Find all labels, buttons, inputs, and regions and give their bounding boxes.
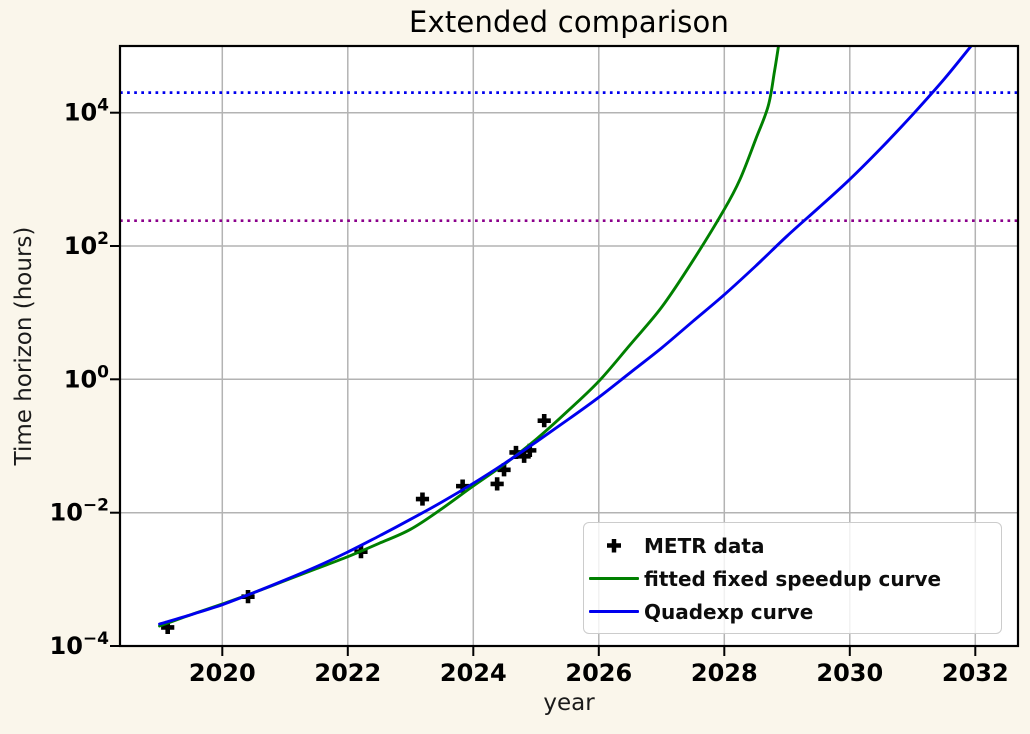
metr-data-markers <box>161 414 551 635</box>
svg-text:2030: 2030 <box>816 659 883 687</box>
svg-text:2028: 2028 <box>691 659 758 687</box>
axes-spines <box>118 44 1020 648</box>
y-axis-label: Time horizon (hours) <box>11 226 37 466</box>
svg-text:2032: 2032 <box>942 659 1009 687</box>
svg-text:2024: 2024 <box>440 659 507 687</box>
grid <box>120 46 1018 647</box>
legend-item-metr-data: METR data <box>584 529 1001 562</box>
svg-text:104: 104 <box>64 96 109 127</box>
legend-label: fitted fixed speedup curve <box>644 567 942 591</box>
x-axis-label: year <box>543 690 595 716</box>
plus-marker-icon <box>584 538 644 553</box>
svg-text:10−4: 10−4 <box>50 629 110 660</box>
svg-text:2020: 2020 <box>189 659 256 687</box>
threshold-hlines <box>120 91 1018 223</box>
legend: METR data fitted fixed speedup curve Qua… <box>583 522 1002 634</box>
line-swatch-icon <box>584 576 644 581</box>
tick-marks <box>110 111 977 656</box>
line-swatch-icon <box>584 609 644 614</box>
svg-text:100: 100 <box>64 362 109 393</box>
svg-text:102: 102 <box>64 229 109 260</box>
legend-item-quadexp-curve: Quadexp curve <box>584 595 1001 628</box>
y-tick-labels: 104 102 100 10−2 10−4 <box>50 96 110 660</box>
svg-text:10−2: 10−2 <box>50 496 109 527</box>
x-tick-labels: 2020 2022 2024 2026 2028 2030 2032 <box>189 659 1009 687</box>
svg-text:2026: 2026 <box>565 659 632 687</box>
curve-quadexp <box>158 46 974 626</box>
svg-text:2022: 2022 <box>314 659 381 687</box>
chart-title: Extended comparison <box>408 5 730 39</box>
legend-label: Quadexp curve <box>644 600 814 624</box>
legend-item-fitted-curve: fitted fixed speedup curve <box>584 562 1001 595</box>
legend-label: METR data <box>644 534 765 558</box>
